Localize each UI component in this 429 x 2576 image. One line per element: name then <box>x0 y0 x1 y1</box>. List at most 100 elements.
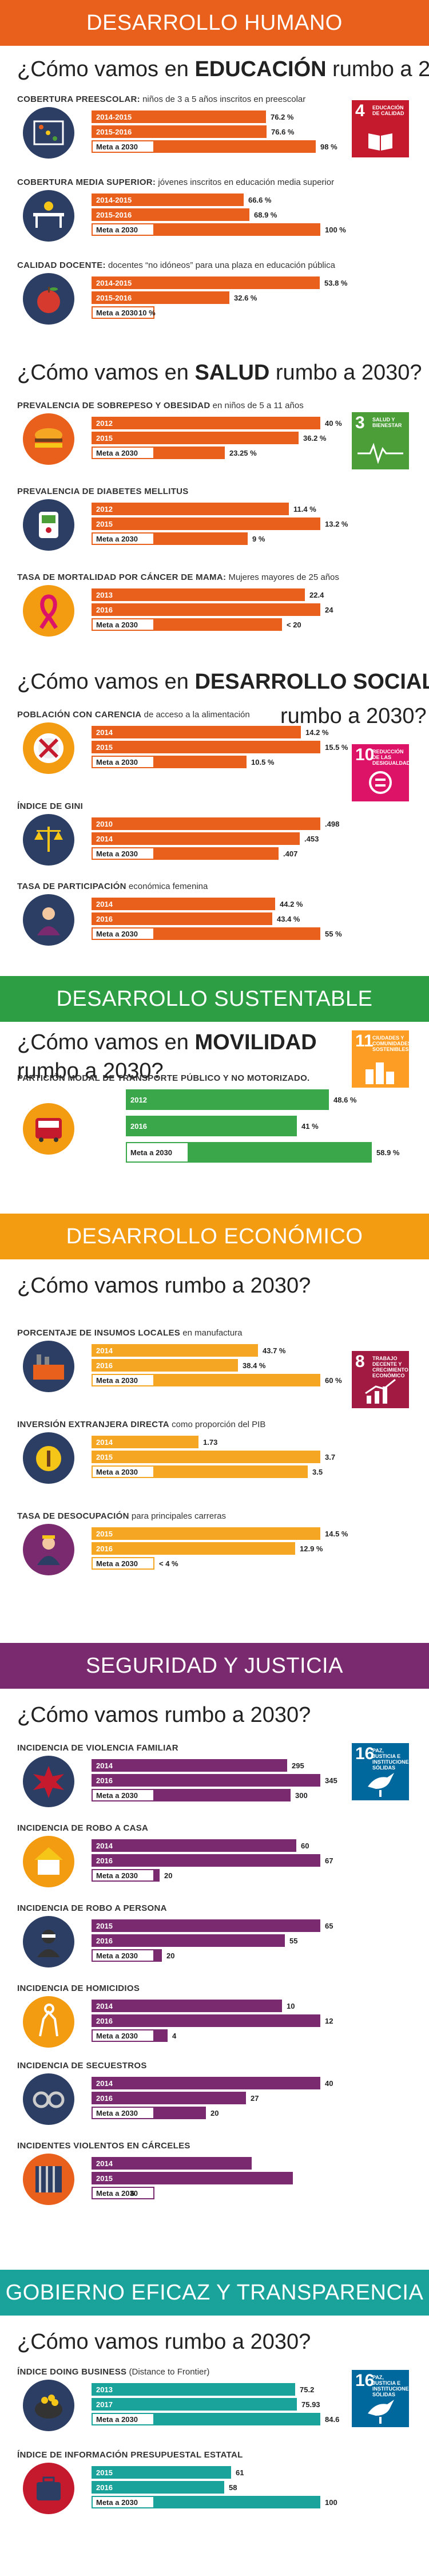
bar-docente-2: Meta a 2030 <box>92 306 154 319</box>
heartbeat-icon <box>357 442 403 464</box>
indicator-title-rest: como proporción del PIB <box>169 1420 266 1429</box>
bar-carencia-1: 2015 <box>92 741 320 753</box>
bar-category-label: Meta a 2030 <box>96 1559 138 1568</box>
question-educacion: ¿Cómo vamos en EDUCACIÓN rumbo a 2030? <box>17 57 429 81</box>
bar-value-label: 32.6 % <box>234 293 257 302</box>
bar-value-label: 84.6 <box>325 2415 340 2424</box>
bar-value-label: 67 <box>325 1856 333 1865</box>
question-desarrollo-social-tail: rumbo a 2030? <box>280 704 427 728</box>
bar-value-label: 10 % <box>138 308 156 317</box>
indicator-title-doing: ÍNDICE DOING BUSINESS (Distance to Front… <box>17 2367 209 2377</box>
bar-value-label: 4 <box>172 2031 177 2040</box>
indicator-title-cap: INCIDENCIA DE ROBO A PERSONA <box>17 1903 167 1913</box>
indicator-title-homicidios: INCIDENCIA DE HOMICIDIOS <box>17 1984 140 1993</box>
meta-inset <box>92 1465 154 1478</box>
indicator-title-robopersona: INCIDENCIA DE ROBO A PERSONA <box>17 1903 167 1913</box>
question-movilidad-tail: rumbo a 2030? <box>17 1059 164 1083</box>
bar-category-label: 2016 <box>96 1776 113 1785</box>
indicator-title-docente: CALIDAD DOCENTE: docentes “no idóneos” p… <box>17 260 335 270</box>
bar-value-label: 100 % <box>325 225 346 234</box>
bar-carceles-0: 2014 <box>92 2157 252 2170</box>
bar-category-label: 2014 <box>96 728 113 737</box>
indicator-title-rest: para principales carreras <box>129 1511 226 1521</box>
bar-insumos-2: Meta a 2030 <box>92 1374 320 1386</box>
bar-category-label: 2012 <box>96 504 113 513</box>
indicator-title-presupuestal: ÍNDICE DE INFORMACIÓN PRESUPUESTAL ESTAT… <box>17 2450 243 2460</box>
meta-inset <box>92 2029 154 2042</box>
bar-category-label: 2015 <box>96 1529 113 1538</box>
bar-value-label: 11.4 % <box>293 504 316 513</box>
meta-inset <box>92 927 154 940</box>
bar-value-label: 23.25 % <box>229 448 257 457</box>
indicator-title-cap: INCIDENCIA DE SECUESTROS <box>17 2061 147 2071</box>
sdg-badge-11: 11 CIUDADES Y COMUNIDADES SOSTENIBLES <box>352 1030 411 1088</box>
bar-carceles-1: 2015 <box>92 2172 293 2184</box>
city-icon <box>366 1062 394 1084</box>
meta-inset <box>92 140 154 153</box>
book-icon <box>368 133 392 151</box>
bar-category-label: 2015 <box>96 1921 113 1930</box>
bar-value-label: 40 % <box>325 418 342 428</box>
bar-value-label: 100 <box>325 2498 337 2507</box>
indicator-title-diabetes: PREVALENCIA DE DIABETES MELLITUS <box>17 487 189 496</box>
bar-category-label: 2015-2016 <box>96 210 132 219</box>
bar-value-label: 60 <box>301 1841 309 1850</box>
meter-icon <box>23 499 74 551</box>
bar-value-label: 53.8 % <box>324 278 348 287</box>
bar-value-label: 41 % <box>301 1121 319 1131</box>
bar-category-label: 2015-2016 <box>96 293 132 302</box>
bar-preescolar-0: 2014-2015 <box>92 110 266 123</box>
bar-value-label: 3.5 <box>312 1467 323 1476</box>
bar-category-label: 2014-2015 <box>96 278 132 287</box>
bar-value-label: 22.4 <box>309 590 324 599</box>
bar-category-label: Meta a 2030 <box>96 308 138 317</box>
bar-category-label: Meta a 2030 <box>96 2031 138 2040</box>
bar-category-label: 2016 <box>96 605 113 614</box>
bar-value-label: 55 % <box>325 929 342 938</box>
indicator-title-cap: PREVALENCIA DE SOBREPESO Y OBESIDAD <box>17 401 210 410</box>
bar-robocasa-2: Meta a 2030 <box>92 1869 160 1882</box>
bar-category-label: 2015 <box>96 2468 113 2477</box>
meta-inset <box>92 2107 154 2119</box>
indicator-title-rest: de acceso a la alimentación <box>141 710 250 720</box>
bar-category-label: Meta a 2030 <box>96 757 138 767</box>
bar-sobrepeso-2: Meta a 2030 <box>92 447 225 459</box>
thief-icon <box>23 1916 74 1967</box>
meta-inset <box>92 223 154 236</box>
question-movilidad: ¿Cómo vamos en MOVILIDAD <box>17 1030 317 1054</box>
banner-desarrollo-economico: DESARROLLO ECONÓMICO <box>0 1214 429 1259</box>
desk-icon <box>23 190 74 242</box>
bar-presupuestal-1: 2016 <box>92 2481 224 2494</box>
bar-movilidad-2: Meta a 2030 <box>126 1142 372 1163</box>
bar-value-label: 20 <box>210 2108 219 2117</box>
bag-icon <box>23 2463 74 2514</box>
indicator-title-rest: jóvenes inscritos en educación media sup… <box>156 177 335 187</box>
sdg-badge-3: 3 SALUD Y BIENESTAR <box>352 412 409 469</box>
indicator-title-rest: docentes “no idóneos” para una plaza en … <box>105 260 335 270</box>
bar-secuestros-1: 2016 <box>92 2092 246 2104</box>
bar-value-label: 27 <box>251 2093 259 2103</box>
indicator-title-rest: (Distance to Frontier) <box>126 2367 210 2377</box>
bar-violencia-2: Meta a 2030 <box>92 1789 291 1801</box>
meta-inset <box>92 1789 154 1801</box>
bar-category-label: Meta a 2030 <box>96 1467 138 1476</box>
bar-category-label: 2016 <box>96 914 113 923</box>
indicator-title-cap: POBLACIÓN CON CARENCIA <box>17 710 142 720</box>
meta-inset <box>92 2413 154 2425</box>
bar-category-label: Meta a 2030 <box>96 448 138 457</box>
woman-icon <box>23 894 74 946</box>
bar-presupuestal-2: Meta a 2030 <box>92 2496 320 2508</box>
money-icon <box>23 1432 74 1484</box>
indicator-title-rest: niños de 3 a 5 años inscritos en preesco… <box>140 94 306 104</box>
bar-category-label: Meta a 2030 <box>96 1376 138 1385</box>
indicator-title-carencia: POBLACIÓN CON CARENCIA de acceso a la al… <box>17 710 250 720</box>
bar-category-label: 2010 <box>96 819 113 828</box>
bar-category-label: 2016 <box>96 1361 113 1370</box>
indicator-title-cap: COBERTURA MEDIA SUPERIOR: <box>17 177 156 187</box>
meta-inset <box>92 1869 154 1882</box>
bar-value-label: 55 <box>289 1936 298 1945</box>
indicator-title-cap: INCIDENCIA DE ROBO A CASA <box>17 1823 149 1833</box>
indicator-title-insumos: PORCENTAJE DE INSUMOS LOCALES en manufac… <box>17 1328 243 1338</box>
bar-category-label: 2015 <box>96 742 113 752</box>
house-icon <box>23 1836 74 1887</box>
